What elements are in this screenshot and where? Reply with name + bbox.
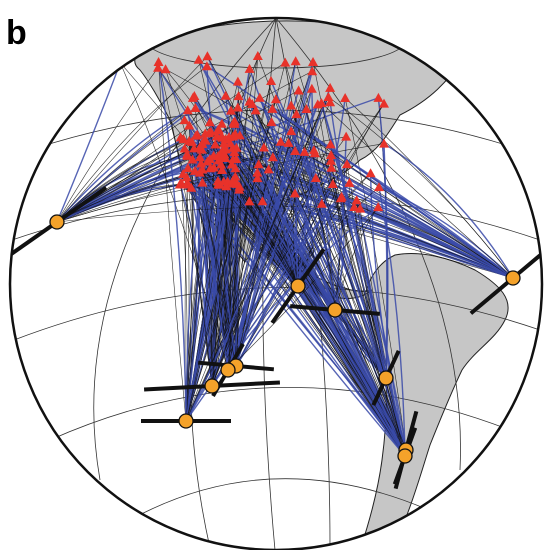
event-marker [506, 271, 520, 285]
event-marker [328, 303, 342, 317]
event-marker [50, 215, 64, 229]
event-marker [205, 379, 219, 393]
figure-panel: b [0, 0, 555, 550]
globe-map: b [0, 0, 555, 550]
event-marker [398, 449, 412, 463]
event-marker [179, 414, 193, 428]
event-marker [379, 371, 393, 385]
panel-label: b [6, 14, 27, 52]
event-marker [221, 363, 235, 377]
event-marker [291, 279, 305, 293]
